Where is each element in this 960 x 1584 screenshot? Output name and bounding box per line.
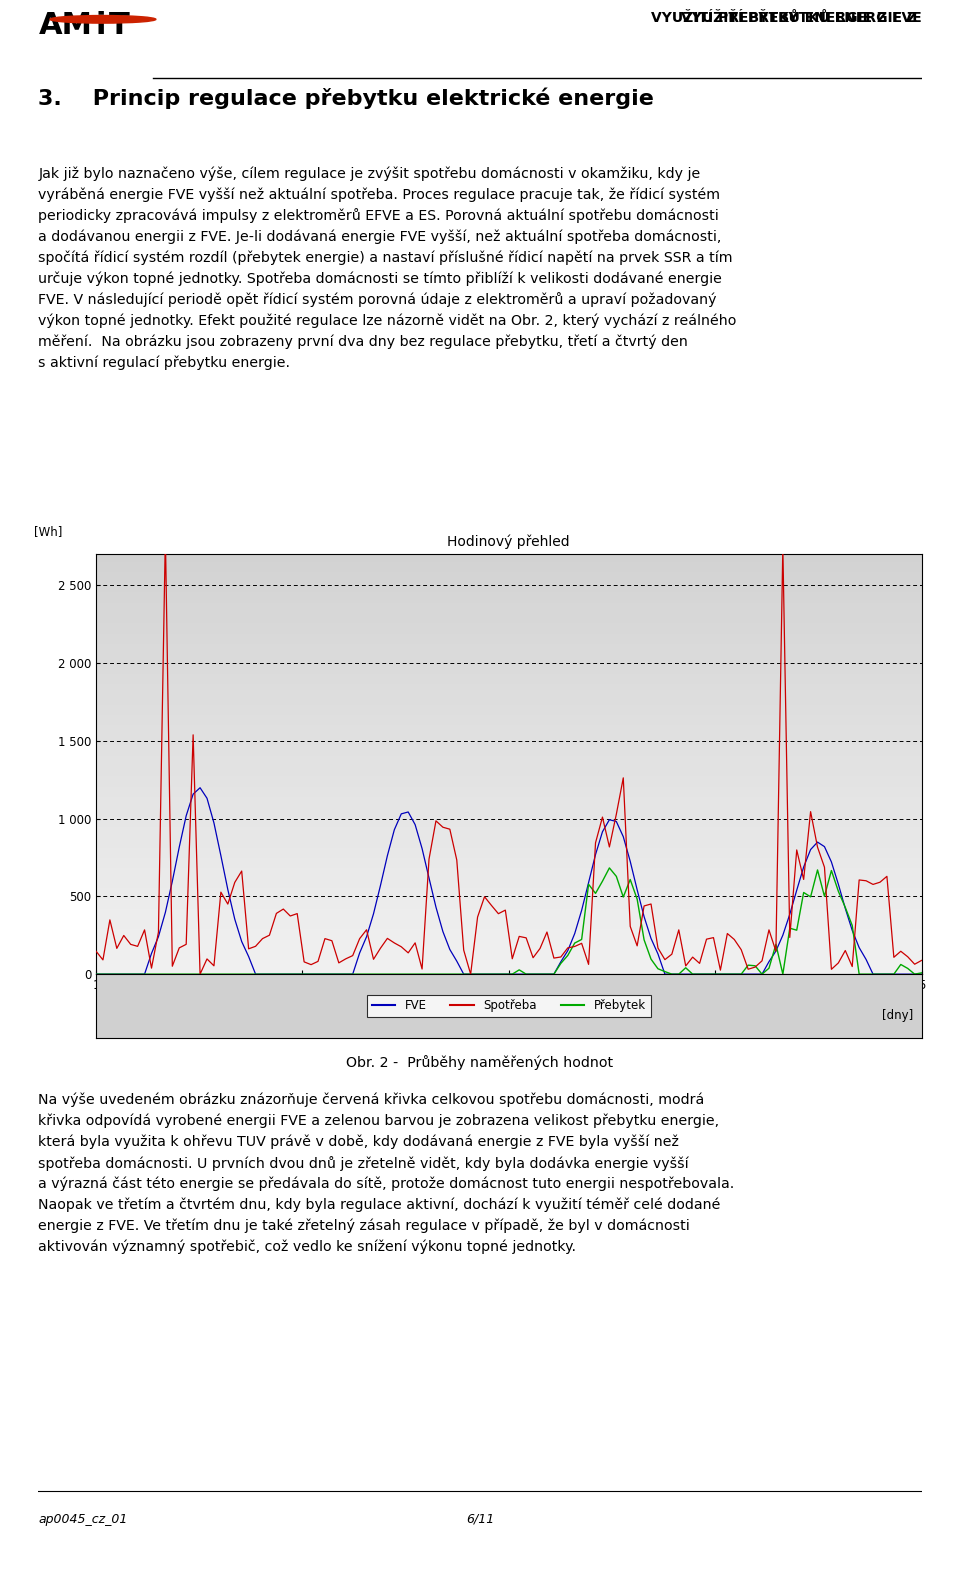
Text: VYUŽITÍ PŘEBYTKŮ ENERGIE Z FVE: VYUŽITÍ PŘEBYTKŮ ENERGIE Z FVE <box>651 11 922 25</box>
Text: Jak již bylo naznačeno výše, cílem regulace je zvýšit spotřebu domácnosti v okam: Jak již bylo naznačeno výše, cílem regul… <box>38 166 736 369</box>
Text: i: i <box>96 11 107 40</box>
Text: 3.    Princip regulace přebytku elektrické energie: 3. Princip regulace přebytku elektrické … <box>38 87 655 109</box>
Circle shape <box>50 16 156 24</box>
Text: Na výše uvedeném obrázku znázorňuje červená křivka celkovou spotřebu domácnosti,: Na výše uvedeném obrázku znázorňuje červ… <box>38 1093 734 1255</box>
Text: ap0045_cz_01: ap0045_cz_01 <box>38 1513 128 1525</box>
Text: [dny]: [dny] <box>882 1009 913 1022</box>
Text: AM: AM <box>38 11 92 40</box>
Title: Hodinový přehled: Hodinový přehled <box>447 534 570 550</box>
Text: T: T <box>109 11 130 40</box>
Legend: FVE, Spotřeba, Přebytek: FVE, Spotřeba, Přebytek <box>367 995 651 1017</box>
Text: VYUŽITÍ PŘEBYTKŮ ENERGIE Z: VYUŽITÍ PŘEBYTKŮ ENERGIE Z <box>681 11 922 25</box>
Text: Obr. 2 -  Průběhy naměřených hodnot: Obr. 2 - Průběhy naměřených hodnot <box>347 1055 613 1071</box>
Text: [Wh]: [Wh] <box>35 524 62 537</box>
Text: 6/11: 6/11 <box>466 1513 494 1525</box>
